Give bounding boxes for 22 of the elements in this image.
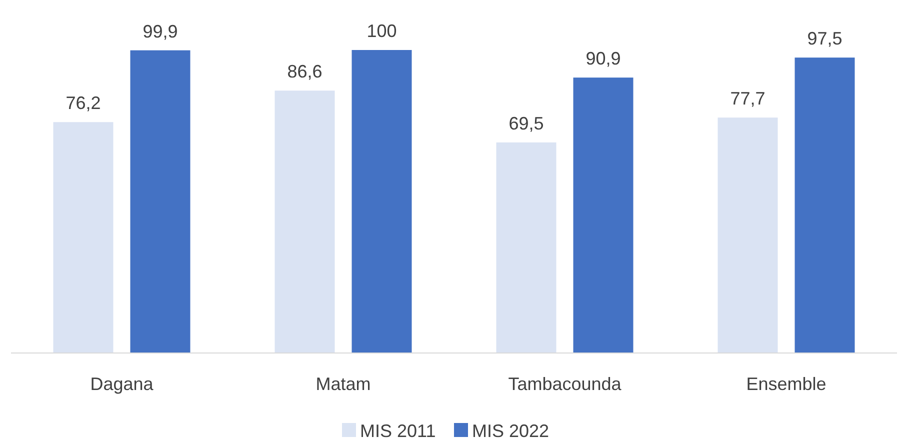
legend-label: MIS 2011 [360, 421, 436, 441]
bar [496, 142, 556, 353]
data-label: 90,9 [586, 48, 621, 69]
data-label: 77,7 [730, 88, 766, 109]
bar [53, 122, 114, 353]
bar [573, 78, 634, 353]
data-label: 99,9 [142, 21, 178, 42]
x-tick-label: Tambacounda [508, 374, 622, 394]
data-label: 86,6 [287, 62, 322, 82]
bar [274, 90, 335, 353]
legend-label: MIS 2022 [472, 421, 550, 441]
bar [794, 58, 855, 353]
x-tick-label: Dagana [90, 374, 154, 394]
data-label: 69,5 [508, 113, 544, 134]
x-tick-label: Ensemble [746, 374, 826, 394]
bar [352, 50, 412, 353]
data-label: 76,2 [66, 93, 101, 114]
bar [130, 50, 190, 353]
x-tick-label: Matam [316, 374, 371, 394]
data-label: 100 [366, 21, 397, 41]
data-label: 97,5 [807, 28, 842, 49]
bar [718, 118, 778, 353]
